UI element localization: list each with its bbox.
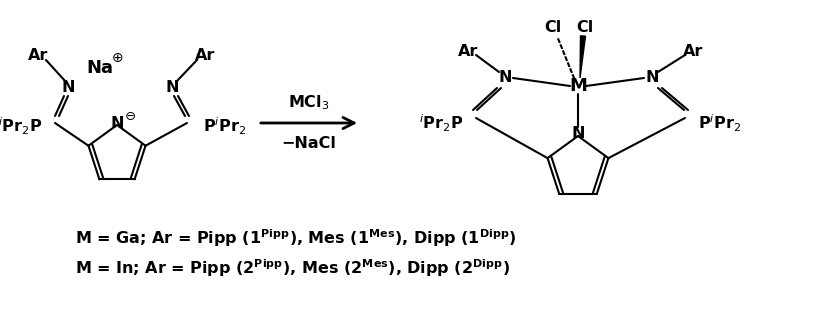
Text: P$^{i}$Pr$_2$: P$^{i}$Pr$_2$	[203, 115, 246, 137]
Text: N: N	[571, 127, 585, 141]
Text: Ar: Ar	[28, 47, 48, 62]
Text: P$^{i}$Pr$_2$: P$^{i}$Pr$_2$	[698, 112, 741, 134]
Text: Na: Na	[87, 59, 114, 77]
Text: Ar: Ar	[683, 44, 703, 58]
Text: M = Ga; Ar = Pipp ($\mathbf{1}^{\mathbf{Pipp}}$), Mes ($\mathbf{1}^{\mathbf{Mes}: M = Ga; Ar = Pipp ($\mathbf{1}^{\mathbf{…	[75, 227, 516, 249]
Text: N: N	[498, 70, 512, 86]
Text: N: N	[645, 70, 658, 86]
Text: $\oplus$: $\oplus$	[111, 51, 123, 65]
Text: −NaCl: −NaCl	[281, 136, 337, 151]
Text: Ar: Ar	[195, 47, 215, 62]
Text: Cl: Cl	[577, 20, 594, 36]
Text: $^{i}$Pr$_2$P: $^{i}$Pr$_2$P	[0, 115, 42, 137]
Text: N: N	[165, 80, 179, 96]
Text: M = In; Ar = Pipp ($\mathbf{2}^{\mathbf{Pipp}}$), Mes ($\mathbf{2}^{\mathbf{Mes}: M = In; Ar = Pipp ($\mathbf{2}^{\mathbf{…	[75, 257, 510, 279]
Text: N: N	[111, 116, 124, 130]
Text: $^{i}$Pr$_2$P: $^{i}$Pr$_2$P	[419, 112, 463, 134]
Text: Cl: Cl	[544, 20, 562, 36]
Text: M: M	[569, 77, 587, 95]
Text: $\ominus$: $\ominus$	[124, 110, 136, 123]
Text: Ar: Ar	[458, 44, 478, 58]
Text: MCl$_3$: MCl$_3$	[288, 94, 330, 112]
Polygon shape	[580, 36, 586, 78]
Text: N: N	[61, 80, 75, 96]
